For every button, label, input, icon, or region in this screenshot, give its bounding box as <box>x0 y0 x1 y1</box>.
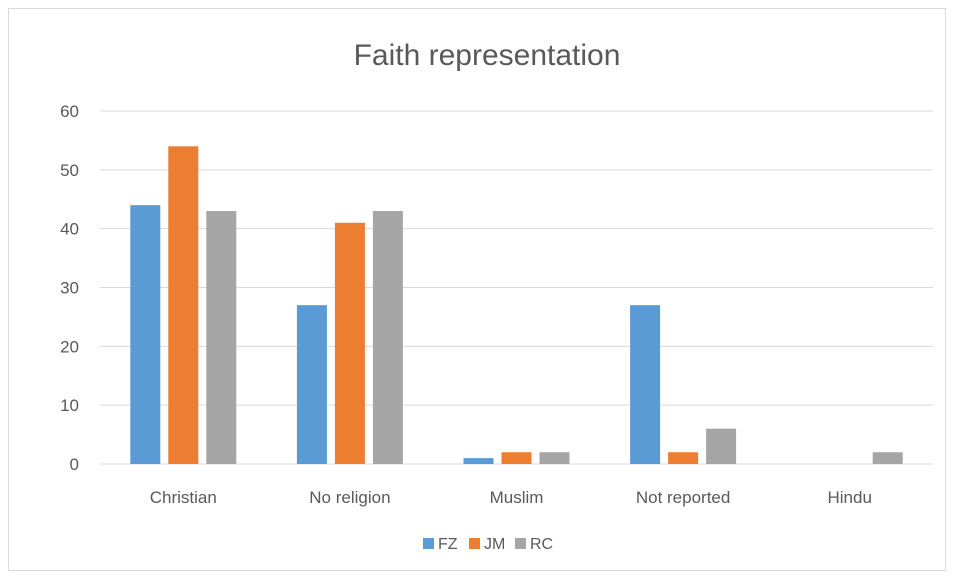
x-category-label: Muslim <box>490 488 544 507</box>
y-tick-label: 10 <box>60 396 79 415</box>
bar-rc-0 <box>206 211 237 464</box>
chart-frame <box>8 8 946 571</box>
x-axis-labels: Christian No religion Muslim Not reported Hi… <box>150 488 872 507</box>
legend-label-jm: JM <box>484 536 505 553</box>
y-tick-label: 20 <box>60 337 79 356</box>
bar-fz-2 <box>463 458 494 464</box>
x-category-label: No religion <box>309 488 390 507</box>
legend-swatch-rc <box>515 538 526 549</box>
y-tick-label: 30 <box>60 279 79 298</box>
bar-jm-1 <box>334 222 365 464</box>
y-tick-label: 60 <box>60 102 79 121</box>
legend-label-fz: FZ <box>438 536 458 553</box>
x-category-label: Hindu <box>827 488 871 507</box>
legend-swatch-fz <box>423 538 434 549</box>
legend-label-rc: RC <box>530 536 553 553</box>
x-category-label: Not reported <box>636 488 731 507</box>
gridlines <box>100 110 933 465</box>
y-tick-label: 50 <box>60 161 79 180</box>
bars <box>130 146 903 465</box>
x-category-label: Christian <box>150 488 217 507</box>
bar-jm-3 <box>668 452 699 464</box>
y-tick-label: 0 <box>70 455 79 474</box>
legend-swatch-jm <box>469 538 480 549</box>
bar-rc-2 <box>539 452 570 464</box>
legend: FZ JM RC <box>423 536 553 553</box>
bar-rc-4 <box>872 452 903 464</box>
bar-jm-0 <box>168 146 199 465</box>
bar-fz-3 <box>630 305 661 464</box>
bar-fz-1 <box>296 305 327 464</box>
bar-rc-3 <box>706 428 737 464</box>
y-tick-label: 40 <box>60 220 79 239</box>
bar-rc-1 <box>372 211 403 464</box>
y-axis-ticks: 0 10 20 30 40 50 60 <box>60 102 79 474</box>
bar-jm-2 <box>501 452 532 464</box>
chart-title: Faith representation <box>354 39 621 72</box>
bar-fz-0 <box>130 205 161 464</box>
